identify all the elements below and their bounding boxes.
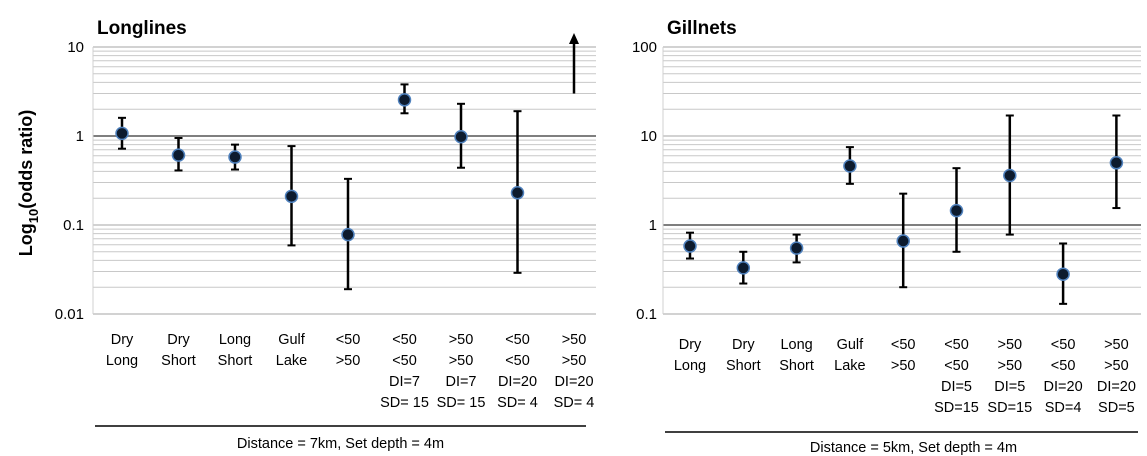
category-label: SD=4 xyxy=(1045,400,1082,416)
arrow-icon xyxy=(569,33,579,44)
y-tick-label: 1 xyxy=(76,128,84,145)
data-point xyxy=(896,234,910,248)
category-label: Dry xyxy=(679,337,702,353)
category-label: <50 xyxy=(944,337,969,353)
category-label: >50 xyxy=(562,332,587,348)
category-label: SD=15 xyxy=(934,400,979,416)
footnote: Distance = 5km, Set depth = 4m xyxy=(810,440,1017,456)
category-label: Dry xyxy=(732,337,755,353)
category-label: Gulf xyxy=(278,332,306,348)
data-point xyxy=(1109,156,1124,170)
data-point xyxy=(341,227,355,242)
chart-panel-longlines: 10 1 0.1 0.01 Longlines Dry Long Dry Short Long Sh… xyxy=(55,18,596,452)
category-label: SD= 15 xyxy=(380,395,429,411)
y-tick-label: 10 xyxy=(67,39,84,56)
footnote: Distance = 7km, Set depth = 4m xyxy=(237,436,444,452)
category-label: Dry xyxy=(111,332,134,348)
category-label: SD=5 xyxy=(1098,400,1135,416)
data-point xyxy=(683,239,697,253)
category-label: <50 xyxy=(392,353,417,369)
category-label: <50 xyxy=(392,332,417,348)
data-point xyxy=(397,93,412,107)
category-label: Gulf xyxy=(837,337,865,353)
data-point xyxy=(115,126,129,141)
y-axis-label-prefix: Log xyxy=(16,223,36,256)
category-label: Lake xyxy=(834,358,865,374)
category-label: SD= 4 xyxy=(497,395,538,411)
category-label: DI=20 xyxy=(554,374,593,390)
category-label: Short xyxy=(161,353,196,369)
data-point xyxy=(1003,168,1017,183)
category-label: DI=20 xyxy=(1044,379,1083,395)
category-label: >50 xyxy=(562,353,587,369)
chart-title: Longlines xyxy=(97,18,187,39)
category-label: DI=5 xyxy=(994,379,1025,395)
data-point xyxy=(454,130,468,144)
category-label: Short xyxy=(218,353,253,369)
category-label: Long xyxy=(106,353,138,369)
category-label: >50 xyxy=(1104,358,1129,374)
category-label: <50 xyxy=(336,332,361,348)
category-label: SD= 15 xyxy=(437,395,486,411)
category-label: DI=20 xyxy=(498,374,537,390)
category-label: Lake xyxy=(276,353,307,369)
y-tick-label: 0.01 xyxy=(55,306,84,323)
y-tick-label: 1 xyxy=(649,217,657,234)
y-axis-label-suffix: (odds ratio) xyxy=(16,110,36,209)
category-label: >50 xyxy=(997,358,1022,374)
category-label: <50 xyxy=(505,353,530,369)
data-point xyxy=(1056,267,1070,281)
data-point xyxy=(171,148,186,162)
category-label: Dry xyxy=(167,332,190,348)
category-label: DI=5 xyxy=(941,379,972,395)
category-label: <50 xyxy=(891,337,916,353)
data-point xyxy=(789,241,804,255)
data-point xyxy=(228,150,242,164)
category-label: <50 xyxy=(1051,337,1076,353)
category-label: <50 xyxy=(944,358,969,374)
category-label: SD=15 xyxy=(987,400,1032,416)
chart-panel-gillnets: 100 10 1 0.1 Gillnets Dry Long Dry Short Long Shor… xyxy=(632,18,1141,456)
category-label: DI=20 xyxy=(1097,379,1136,395)
category-label: <50 xyxy=(1051,358,1076,374)
category-label: Short xyxy=(726,358,761,374)
y-axis-label: Log10(odds ratio) xyxy=(16,110,41,256)
category-label: >50 xyxy=(997,337,1022,353)
y-tick-label: 10 xyxy=(640,128,657,145)
category-label: >50 xyxy=(449,332,474,348)
category-label: Long xyxy=(219,332,251,348)
data-point xyxy=(510,186,525,200)
chart-title: Gillnets xyxy=(667,18,737,39)
category-label: SD= 4 xyxy=(554,395,595,411)
category-label: DI=7 xyxy=(389,374,420,390)
category-label: Long xyxy=(780,337,812,353)
data-point xyxy=(843,159,857,173)
category-label: >50 xyxy=(891,358,916,374)
data-point xyxy=(736,261,751,275)
data-point xyxy=(949,203,964,218)
y-tick-label: 100 xyxy=(632,39,657,56)
category-label: DI=7 xyxy=(445,374,476,390)
y-tick-label: 0.1 xyxy=(63,217,84,234)
category-label: Long xyxy=(674,358,706,374)
data-point xyxy=(284,189,299,204)
category-label: >50 xyxy=(449,353,474,369)
category-label: >50 xyxy=(1104,337,1129,353)
y-tick-label: 0.1 xyxy=(636,306,657,323)
category-label: >50 xyxy=(336,353,361,369)
category-label: <50 xyxy=(505,332,530,348)
y-axis-label-subscript: 10 xyxy=(26,209,41,223)
category-label: Short xyxy=(779,358,814,374)
